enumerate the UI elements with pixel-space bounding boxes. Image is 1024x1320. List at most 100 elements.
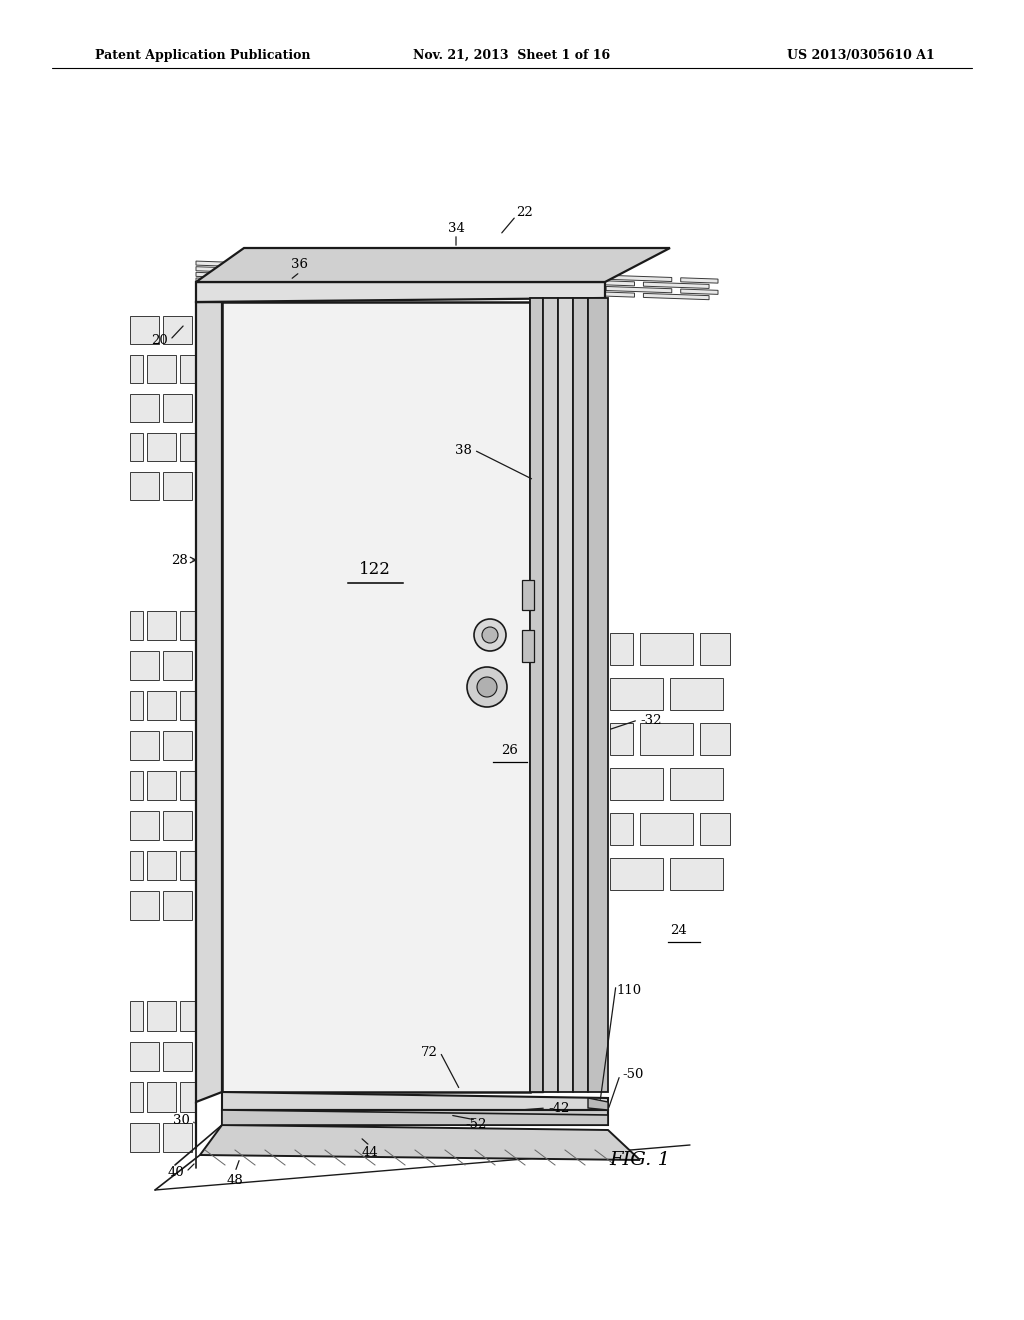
Polygon shape xyxy=(146,692,175,719)
Polygon shape xyxy=(146,1002,175,1031)
Polygon shape xyxy=(382,268,449,273)
Polygon shape xyxy=(543,298,558,1092)
Text: 36: 36 xyxy=(292,259,308,272)
Polygon shape xyxy=(345,272,411,279)
Text: 110: 110 xyxy=(616,983,641,997)
Polygon shape xyxy=(196,272,270,302)
Polygon shape xyxy=(130,1041,159,1071)
Polygon shape xyxy=(700,722,730,755)
Polygon shape xyxy=(130,1123,159,1152)
Polygon shape xyxy=(200,1125,640,1160)
Polygon shape xyxy=(681,289,718,294)
Polygon shape xyxy=(179,692,196,719)
Circle shape xyxy=(477,677,497,697)
Text: 26: 26 xyxy=(502,743,518,756)
Polygon shape xyxy=(163,473,193,500)
Text: -50: -50 xyxy=(622,1068,643,1081)
Polygon shape xyxy=(233,273,299,280)
Polygon shape xyxy=(179,851,196,880)
Polygon shape xyxy=(179,611,196,640)
Polygon shape xyxy=(130,692,142,719)
Polygon shape xyxy=(495,288,560,294)
Polygon shape xyxy=(345,282,411,289)
Polygon shape xyxy=(610,768,663,800)
Polygon shape xyxy=(610,722,633,755)
Polygon shape xyxy=(233,263,299,269)
Polygon shape xyxy=(670,768,723,800)
Polygon shape xyxy=(382,279,449,285)
Polygon shape xyxy=(420,285,485,292)
Polygon shape xyxy=(606,286,672,293)
Text: 20: 20 xyxy=(152,334,168,346)
Polygon shape xyxy=(610,677,663,710)
Polygon shape xyxy=(179,355,196,383)
Polygon shape xyxy=(643,293,709,300)
Polygon shape xyxy=(130,611,142,640)
Polygon shape xyxy=(308,276,374,282)
Polygon shape xyxy=(146,433,175,461)
Text: Patent Application Publication: Patent Application Publication xyxy=(95,49,310,62)
Polygon shape xyxy=(558,298,573,1092)
Polygon shape xyxy=(163,1123,193,1152)
Polygon shape xyxy=(146,851,175,880)
Polygon shape xyxy=(420,275,485,281)
Polygon shape xyxy=(163,651,193,680)
Polygon shape xyxy=(222,1110,608,1125)
Polygon shape xyxy=(222,1110,608,1125)
Polygon shape xyxy=(610,858,663,890)
Polygon shape xyxy=(146,1082,175,1111)
Polygon shape xyxy=(196,267,261,273)
Text: -32: -32 xyxy=(640,714,662,726)
Polygon shape xyxy=(522,630,534,663)
Polygon shape xyxy=(531,273,597,279)
Polygon shape xyxy=(222,302,530,1092)
Text: 34: 34 xyxy=(447,222,465,235)
Polygon shape xyxy=(130,1002,142,1031)
Text: US 2013/0305610 A1: US 2013/0305610 A1 xyxy=(787,49,935,62)
Polygon shape xyxy=(643,282,709,289)
Polygon shape xyxy=(179,433,196,461)
Text: 40: 40 xyxy=(167,1166,184,1179)
Polygon shape xyxy=(522,579,534,610)
Polygon shape xyxy=(130,891,159,920)
Polygon shape xyxy=(163,393,193,422)
Text: 28: 28 xyxy=(171,553,188,566)
Polygon shape xyxy=(606,275,672,281)
Text: 22: 22 xyxy=(516,206,532,219)
Polygon shape xyxy=(130,315,159,345)
Circle shape xyxy=(482,627,498,643)
Polygon shape xyxy=(588,298,608,1092)
Polygon shape xyxy=(196,248,670,282)
Polygon shape xyxy=(610,813,633,845)
Polygon shape xyxy=(530,298,543,1092)
Polygon shape xyxy=(146,611,175,640)
Polygon shape xyxy=(130,1082,142,1111)
Polygon shape xyxy=(569,290,635,297)
Polygon shape xyxy=(196,272,224,277)
Polygon shape xyxy=(610,632,633,665)
Polygon shape xyxy=(146,355,175,383)
Text: FIG. 1: FIG. 1 xyxy=(609,1151,671,1170)
Polygon shape xyxy=(700,813,730,845)
Polygon shape xyxy=(640,722,693,755)
Circle shape xyxy=(467,667,507,708)
Polygon shape xyxy=(130,651,159,680)
Polygon shape xyxy=(700,632,730,665)
Polygon shape xyxy=(163,315,193,345)
Polygon shape xyxy=(196,261,224,267)
Polygon shape xyxy=(495,277,560,284)
Polygon shape xyxy=(196,282,605,302)
Polygon shape xyxy=(179,1002,196,1031)
Polygon shape xyxy=(179,771,196,800)
Polygon shape xyxy=(270,281,336,286)
Text: 48: 48 xyxy=(226,1173,244,1187)
Text: 122: 122 xyxy=(359,561,391,578)
Polygon shape xyxy=(130,473,159,500)
Polygon shape xyxy=(270,269,336,276)
Polygon shape xyxy=(196,279,261,284)
Text: 72: 72 xyxy=(421,1045,438,1059)
Polygon shape xyxy=(163,731,193,760)
Polygon shape xyxy=(196,302,222,1102)
Polygon shape xyxy=(457,271,522,276)
Polygon shape xyxy=(681,277,718,282)
